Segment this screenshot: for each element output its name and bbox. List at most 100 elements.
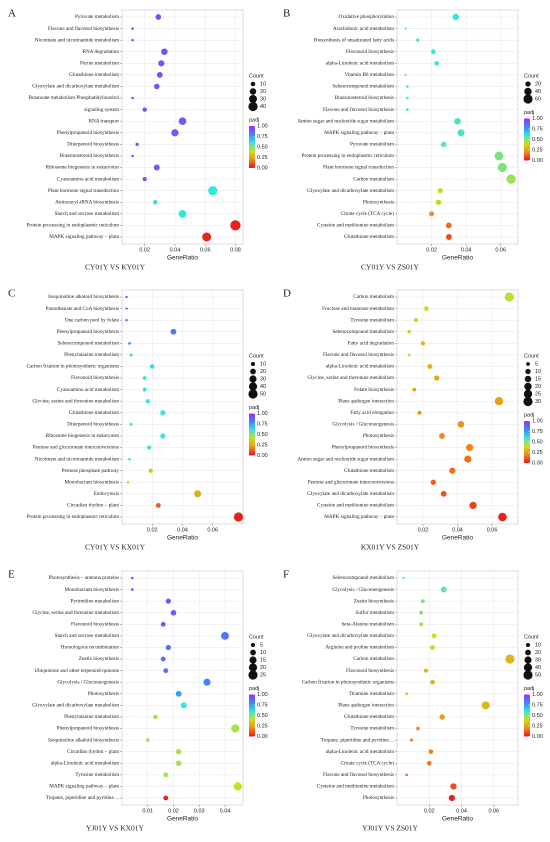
- y-tick-label: Carbon metabolism: [353, 294, 394, 300]
- x-tick-label: 0.04: [456, 808, 467, 814]
- colorbar-label: 0.00: [257, 453, 268, 459]
- y-tick-label: Tyrosine metabolism: [350, 726, 394, 732]
- y-tick-label: Plant hormone signal transduction: [323, 165, 394, 171]
- bubble: [208, 186, 218, 196]
- plot-area: [121, 570, 244, 806]
- y-tick-label: Glutathione metabolism: [344, 468, 394, 474]
- y-tick-label: Glycolysis / Gluconeogenesis: [332, 587, 394, 593]
- bubble: [439, 433, 445, 439]
- legend-label: 20: [535, 650, 541, 656]
- bubble: [430, 479, 436, 485]
- legend-dot: [524, 382, 532, 391]
- y-tick-label: Flavone and flavonol biosynthesis: [323, 771, 394, 778]
- y-tick-label: Phenylpropanoid biosynthesis: [57, 329, 119, 335]
- bubble: [142, 107, 147, 112]
- x-tick-label: 0.02: [426, 247, 437, 253]
- bubble: [163, 772, 169, 778]
- panel-label: E: [8, 569, 15, 581]
- bubble: [464, 455, 472, 463]
- y-tick-label: Fatty acid elongation: [350, 410, 394, 416]
- legend-dot: [524, 375, 532, 383]
- legend-label: 10: [260, 650, 266, 656]
- legend-title: Count: [524, 634, 539, 640]
- y-tick-label: Homologous recombination: [61, 645, 119, 651]
- bubble: [405, 773, 408, 777]
- legend-label: 40: [260, 384, 266, 390]
- colorbar-label: 0.00: [532, 460, 543, 466]
- bubble: [125, 307, 128, 310]
- legend-dot: [249, 88, 257, 95]
- y-tick-label: Carbon metabolism: [353, 176, 394, 182]
- bubble: [431, 633, 437, 639]
- bubble: [170, 609, 177, 616]
- panel: B Oxidative phosphorylation Arachidonic ac…: [283, 8, 543, 272]
- bubble: [405, 692, 408, 696]
- bubble: [126, 481, 130, 484]
- colorbar-label: 0.00: [257, 734, 268, 740]
- y-tick-label: Aminoacyl-tRNA biosynthesis: [55, 199, 119, 205]
- bubble: [165, 644, 171, 651]
- bubble: [452, 13, 460, 21]
- bubble: [160, 621, 166, 627]
- y-tick-label: Carbon metabolism: [353, 656, 394, 662]
- x-tick-label: 0.02: [418, 527, 429, 533]
- colorbar-label: 0.25: [257, 155, 268, 161]
- bubble: [145, 738, 150, 742]
- legend-title: Count: [524, 353, 539, 359]
- bubble: [163, 795, 169, 801]
- bubble: [440, 586, 447, 593]
- y-tick-label: Flavonoid biosynthesis: [71, 622, 119, 628]
- bubble: [434, 375, 440, 381]
- panel-caption: KX01Y VS ZS01Y: [361, 543, 420, 552]
- bubble: [419, 622, 424, 627]
- bubble: [158, 60, 165, 67]
- bubble: [152, 199, 158, 205]
- y-tick-label: Isoquinoline alkaloid biosynthesis: [48, 737, 119, 743]
- bubble: [424, 306, 429, 311]
- legend-title: padj: [524, 110, 534, 116]
- bubble: [128, 457, 131, 461]
- y-tick-label: Photosynthesis: [363, 199, 394, 205]
- legend-title: Count: [249, 353, 264, 359]
- y-tick-label: Isoquinoline alkaloid biosynthesis: [48, 294, 119, 300]
- y-tick-label: Citrate cycle (TCA cycle): [341, 210, 395, 217]
- legend-label: 5: [535, 361, 538, 367]
- x-tick-label: 0.04: [461, 247, 472, 253]
- y-tick-label: Selenocompound metabolism: [57, 341, 119, 347]
- bubble: [417, 410, 422, 415]
- bubble: [231, 724, 240, 733]
- y-tick-label: Thiamine metabolism: [349, 691, 394, 697]
- y-tick-label: Plant–pathogen interaction: [338, 398, 394, 404]
- y-tick-label: Phenylpropanoid biosynthesis: [57, 130, 119, 136]
- legend-dot: [248, 670, 258, 680]
- y-tick-label: Cysteine and methionine metabolism: [317, 784, 394, 790]
- x-tick-label: 0.04: [220, 808, 231, 814]
- x-tick-label: 0.02: [147, 527, 158, 533]
- y-tick-label: Tyrosine metabolism: [350, 317, 394, 323]
- y-tick-label: Phenylalanine metabolism: [64, 714, 119, 720]
- y-tick-label: Nicotinate and nicotinamide metabolism: [35, 37, 119, 43]
- bubble: [494, 151, 504, 161]
- colorbar-label: 0.50: [257, 432, 268, 438]
- colorbar-label: 0.25: [257, 442, 268, 448]
- bubble: [457, 129, 465, 137]
- bubble: [142, 177, 147, 182]
- y-tick-label: RNA transport: [89, 118, 120, 124]
- legend-label: 20: [535, 81, 541, 87]
- y-tick-label: Protein processing in endoplasmic reticu…: [27, 514, 120, 520]
- legend-title: padj: [249, 686, 259, 692]
- panel-caption: CY01Y VS KX01Y: [85, 543, 146, 552]
- colorbar-label: 0.75: [257, 702, 268, 708]
- legend-dot: [523, 396, 533, 407]
- legend-label: 50: [535, 672, 541, 678]
- colorbar: [524, 118, 530, 161]
- y-tick-label: Zeatin biosynthesis: [354, 598, 394, 604]
- y-tick-label: RNA degradation: [83, 49, 120, 55]
- bubble: [160, 656, 166, 662]
- y-tick-label: Glyoxylate and dicarboxylate metabolism: [307, 188, 394, 194]
- y-tick-label: Ubiquinone and other terpenoid-quinone: [34, 668, 119, 674]
- panel-label: A: [8, 8, 16, 20]
- y-tick-label: Pyrimidine metabolism: [70, 598, 119, 604]
- y-tick-label: Glyoxylate and dicarboxylate metabolism: [307, 491, 394, 497]
- colorbar-label: 0.25: [257, 723, 268, 729]
